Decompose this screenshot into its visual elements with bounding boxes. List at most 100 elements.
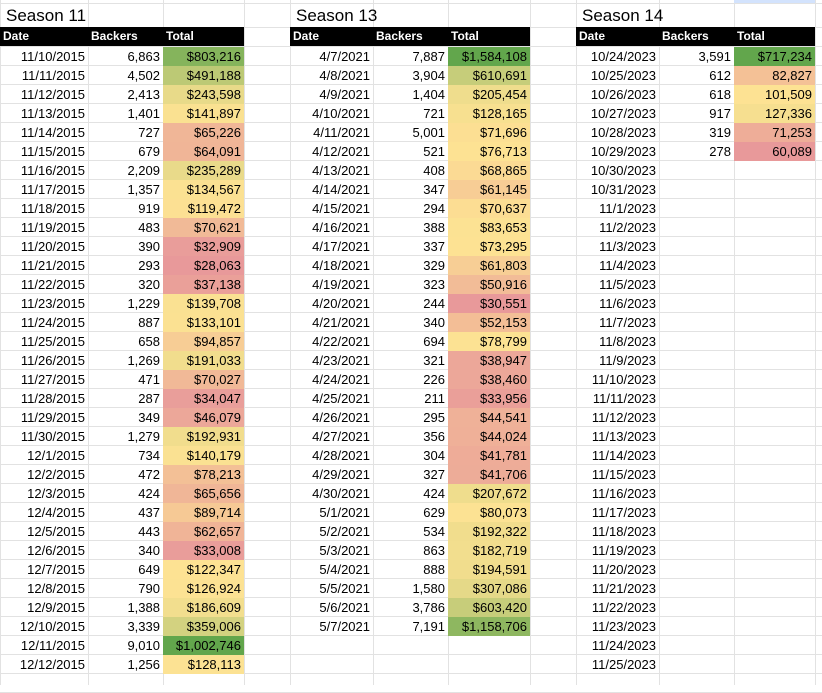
backers-cell[interactable]: 319 (709, 125, 731, 140)
backers-cell[interactable]: 349 (138, 410, 160, 425)
total-cell[interactable]: $194,591 (448, 560, 530, 579)
backers-cell[interactable]: 295 (423, 410, 445, 425)
total-cell[interactable]: 127,336 (734, 104, 815, 123)
date-cell[interactable]: 4/21/2021 (312, 315, 370, 330)
date-cell[interactable]: 12/11/2015 (20, 638, 85, 653)
total-cell[interactable]: $126,924 (163, 579, 244, 598)
total-cell[interactable]: $717,234 (734, 47, 815, 66)
column-header-total[interactable]: Total (451, 29, 479, 43)
backers-cell[interactable] (659, 484, 734, 503)
date-cell[interactable]: 4/25/2021 (312, 391, 370, 406)
total-cell[interactable]: $71,696 (448, 123, 530, 142)
backers-cell[interactable]: 472 (138, 467, 160, 482)
total-cell[interactable]: $140,179 (163, 446, 244, 465)
column-header-backers[interactable]: Backers (376, 29, 423, 43)
backers-cell[interactable]: 863 (423, 543, 445, 558)
date-cell[interactable]: 12/12/2015 (19, 657, 85, 672)
backers-cell[interactable]: 437 (138, 505, 160, 520)
total-cell[interactable]: $491,188 (163, 66, 244, 85)
date-cell[interactable]: 11/13/2023 (591, 429, 656, 444)
date-cell[interactable]: 11/9/2023 (599, 353, 656, 368)
total-cell[interactable]: $38,460 (448, 370, 530, 389)
total-cell[interactable]: $70,027 (163, 370, 244, 389)
backers-cell[interactable]: 3,591 (698, 49, 731, 64)
total-cell[interactable]: 71,253 (734, 123, 815, 142)
column-header-total[interactable]: Total (166, 29, 194, 43)
date-cell[interactable]: 4/24/2021 (312, 372, 370, 387)
total-cell[interactable]: $182,719 (448, 541, 530, 560)
date-cell[interactable]: 4/13/2021 (312, 163, 370, 178)
total-cell[interactable]: $70,621 (163, 218, 244, 237)
total-cell[interactable]: $192,931 (163, 427, 244, 446)
backers-cell[interactable]: 7,887 (412, 49, 445, 64)
total-cell[interactable]: $37,138 (163, 275, 244, 294)
total-cell[interactable]: $65,226 (163, 123, 244, 142)
date-cell[interactable]: 11/30/2015 (20, 429, 85, 444)
backers-cell[interactable]: 2,413 (127, 87, 160, 102)
column-header-backers[interactable]: Backers (662, 29, 709, 43)
date-cell[interactable]: 11/22/2023 (591, 600, 656, 615)
date-cell[interactable]: 11/2/2023 (599, 220, 656, 235)
backers-cell[interactable] (659, 655, 734, 674)
backers-cell[interactable]: 9,010 (127, 638, 160, 653)
backers-cell[interactable]: 340 (423, 315, 445, 330)
backers-cell[interactable]: 521 (423, 144, 445, 159)
backers-cell[interactable]: 3,339 (127, 619, 160, 634)
backers-cell[interactable] (659, 180, 734, 199)
date-cell[interactable]: 4/10/2021 (312, 106, 370, 121)
backers-cell[interactable]: 294 (423, 201, 445, 216)
backers-cell[interactable]: 1,279 (127, 429, 160, 444)
date-cell[interactable]: 12/3/2015 (27, 486, 85, 501)
backers-cell[interactable] (659, 275, 734, 294)
total-cell[interactable] (734, 522, 815, 541)
date-cell[interactable]: 10/29/2023 (590, 144, 656, 159)
total-cell[interactable] (734, 465, 815, 484)
date-cell[interactable]: 4/26/2021 (312, 410, 370, 425)
backers-cell[interactable]: 340 (138, 543, 160, 558)
date-cell[interactable]: 4/16/2021 (312, 220, 370, 235)
total-cell[interactable]: $61,145 (448, 180, 530, 199)
date-cell[interactable]: 4/11/2021 (313, 125, 370, 140)
backers-cell[interactable]: 483 (138, 220, 160, 235)
backers-cell[interactable]: 649 (138, 562, 160, 577)
backers-cell[interactable]: 919 (138, 201, 160, 216)
backers-cell[interactable] (659, 313, 734, 332)
date-cell[interactable]: 5/3/2021 (319, 543, 370, 558)
date-cell[interactable]: 11/20/2023 (591, 562, 656, 577)
backers-cell[interactable] (659, 237, 734, 256)
date-cell[interactable]: 11/23/2015 (20, 296, 85, 311)
date-cell[interactable]: 10/26/2023 (590, 87, 656, 102)
backers-cell[interactable] (659, 294, 734, 313)
backers-cell[interactable]: 278 (709, 144, 731, 159)
backers-cell[interactable]: 629 (423, 505, 445, 520)
date-cell[interactable]: 4/9/2021 (319, 87, 370, 102)
backers-cell[interactable]: 424 (423, 486, 445, 501)
date-cell[interactable]: 11/21/2023 (591, 581, 656, 596)
total-cell[interactable]: $1,584,108 (448, 47, 530, 66)
date-cell[interactable]: 11/24/2023 (591, 638, 656, 653)
total-cell[interactable] (734, 560, 815, 579)
date-cell[interactable]: 11/26/2015 (20, 353, 85, 368)
backers-cell[interactable]: 320 (138, 277, 160, 292)
date-cell[interactable]: 11/25/2015 (20, 334, 85, 349)
backers-cell[interactable]: 1,388 (127, 600, 160, 615)
backers-cell[interactable] (659, 408, 734, 427)
total-cell[interactable]: $44,024 (448, 427, 530, 446)
date-cell[interactable]: 5/1/2021 (319, 505, 370, 520)
date-cell[interactable]: 11/29/2015 (20, 410, 85, 425)
backers-cell[interactable] (659, 560, 734, 579)
backers-cell[interactable] (659, 427, 734, 446)
column-header-date[interactable]: Date (293, 29, 320, 43)
backers-cell[interactable] (659, 332, 734, 351)
backers-cell[interactable]: 618 (709, 87, 731, 102)
backers-cell[interactable]: 1,404 (412, 87, 445, 102)
total-cell[interactable] (734, 636, 815, 655)
total-cell[interactable]: $80,073 (448, 503, 530, 522)
total-cell[interactable]: $119,472 (163, 199, 244, 218)
backers-cell[interactable]: 1,401 (127, 106, 160, 121)
date-cell[interactable]: 4/12/2021 (312, 144, 370, 159)
total-cell[interactable]: $122,347 (163, 560, 244, 579)
total-cell[interactable]: $65,656 (163, 484, 244, 503)
total-cell[interactable]: $32,909 (163, 237, 244, 256)
total-cell[interactable]: $603,420 (448, 598, 530, 617)
